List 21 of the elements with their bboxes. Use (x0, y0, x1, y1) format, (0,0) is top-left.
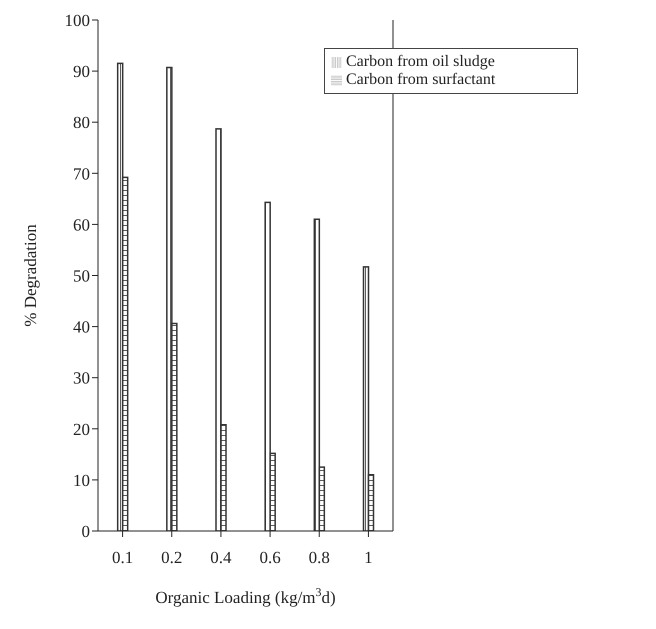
y-tick-label: 60 (73, 215, 90, 234)
x-tick-label: 0.1 (112, 548, 134, 568)
y-tick-label: 90 (73, 62, 90, 82)
x-tick-label: 0.4 (210, 548, 232, 568)
y-tick-label: 50 (73, 266, 90, 286)
y-tick-label: 100 (64, 11, 90, 30)
x-tick-label: 1 (364, 548, 373, 568)
y-tick-label: 40 (73, 318, 90, 337)
x-tick-label: 0.6 (259, 548, 281, 568)
y-tick-label: 80 (73, 113, 90, 132)
legend-label: Carbon from oil sludge (346, 53, 495, 70)
y-tick-label: 70 (73, 164, 90, 184)
y-axis-title: % Degradation (21, 224, 40, 327)
x-tick-label: 0.2 (161, 548, 182, 568)
x-tick-label: 0.8 (308, 548, 330, 568)
y-tick-label: 20 (73, 420, 90, 439)
x-axis-title: Organic Loading (kg/m$^{3}$d) (155, 585, 336, 607)
legend-label: Carbon from surfactant (346, 71, 496, 88)
y-tick-label: 30 (73, 368, 90, 388)
y-tick-label: 10 (73, 470, 90, 490)
y-tick-label: 0 (82, 522, 90, 542)
